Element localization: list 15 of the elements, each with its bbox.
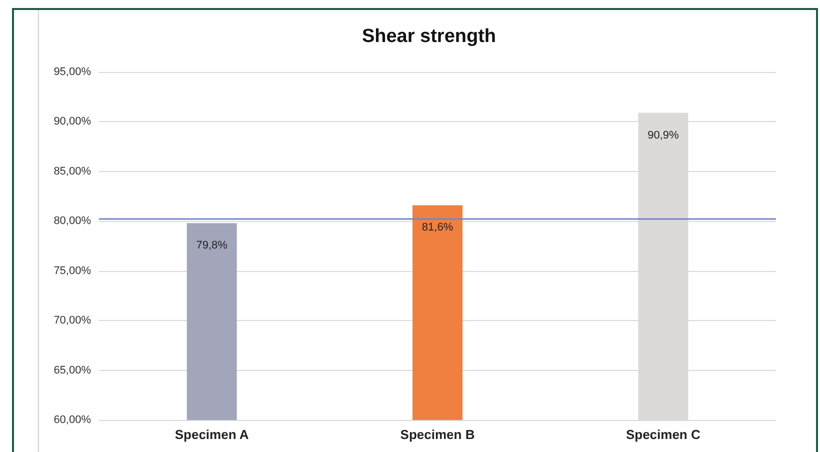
y-tick-label: 85,00%: [54, 165, 92, 178]
x-tick-label: Specimen B: [400, 427, 475, 442]
chart-title: Shear strength: [362, 26, 496, 47]
y-tick-label: 60,00%: [54, 414, 92, 426]
y-tick-label: 65,00%: [54, 364, 92, 376]
y-tick-label: 95,00%: [54, 66, 92, 78]
data-label: 81,6%: [422, 222, 454, 234]
x-tick-label: Specimen A: [174, 427, 250, 442]
data-label: 90,9%: [648, 129, 679, 142]
y-tick-label: 90,00%: [54, 116, 92, 128]
y-tick-label: 70,00%: [54, 314, 92, 327]
y-tick-label: 80,00%: [54, 215, 92, 228]
data-label: 79,8%: [196, 240, 228, 252]
y-tick-label: 75,00%: [54, 264, 92, 277]
x-tick-label: Specimen C: [626, 427, 701, 442]
